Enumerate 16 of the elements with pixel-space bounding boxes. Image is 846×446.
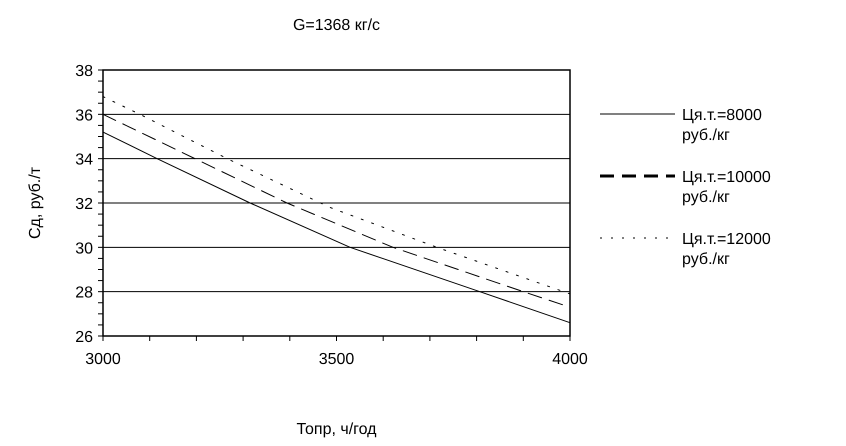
x-tick-label: 4000	[552, 351, 588, 368]
y-tick-label: 26	[75, 329, 94, 346]
legend-label: Ця.т.=8000 руб./кг	[682, 107, 762, 144]
x-tick-label: 3000	[85, 351, 121, 368]
legend-label: Ця.т.=10000 руб./кг	[682, 169, 771, 206]
y-tick-label: 34	[75, 152, 94, 169]
y-axis-title: Сд, руб./т	[27, 166, 44, 240]
chart-title: G=1368 кг/с	[292, 17, 380, 34]
y-tick-label: 28	[75, 284, 94, 302]
legend-label: Ця.т.=12000 руб./кг	[682, 231, 771, 268]
y-tick-label: 38	[75, 63, 94, 80]
x-tick-label: 3500	[318, 351, 354, 368]
y-tick-label: 36	[75, 107, 94, 124]
x-axis-title: Топр, ч/год	[296, 421, 378, 438]
y-tick-label: 32	[75, 196, 94, 213]
y-tick-label: 30	[75, 240, 94, 258]
